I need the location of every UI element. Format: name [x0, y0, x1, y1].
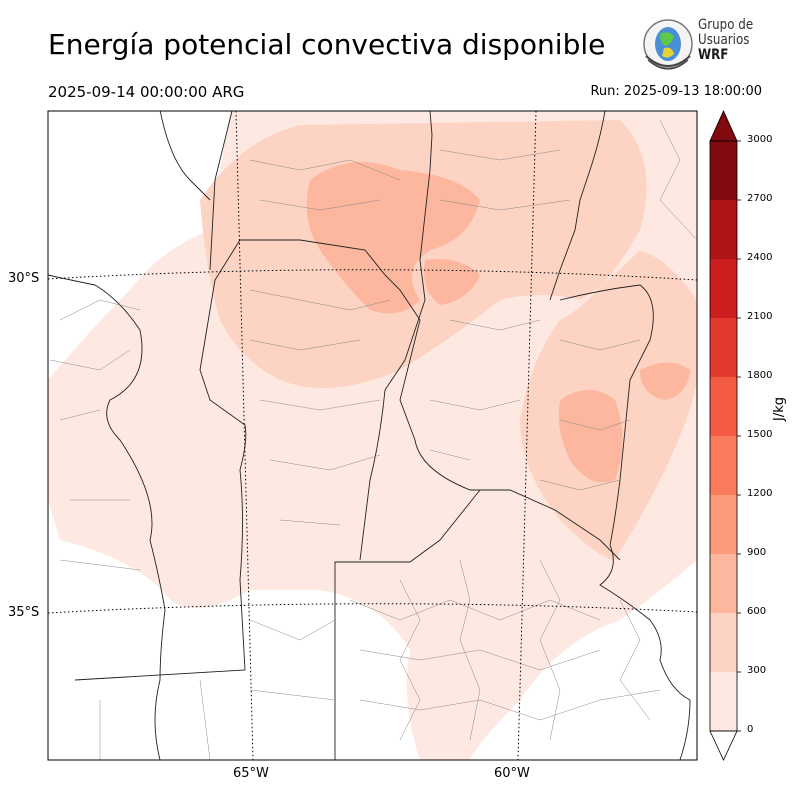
colorbar-segment [710, 141, 737, 200]
colorbar-tick-label: 900 [747, 547, 767, 558]
colorbar-segment [710, 318, 737, 377]
cape-level-600-900 [306, 162, 480, 314]
lon-label-65w: 65°W [233, 766, 269, 781]
colorbar-tick-label: 1800 [747, 370, 773, 381]
graticule [48, 111, 697, 760]
colorbar-extend-min [709, 730, 738, 761]
colorbar-unit: J/kg [772, 397, 787, 421]
colorbar-tick-label: 0 [747, 724, 754, 735]
colorbar-tick-label: 1500 [747, 429, 773, 440]
colorbar-segment [710, 259, 737, 318]
map-title: Energía potencial convectiva disponible [48, 28, 606, 61]
logo: Grupo de Usuarios WRF [638, 16, 768, 72]
cape-field [48, 111, 697, 760]
colorbar [709, 110, 741, 761]
province-borders [48, 111, 654, 760]
department-borders [49, 119, 697, 760]
colorbar-extend-max [709, 110, 738, 142]
lat-label-30s: 30°S [8, 271, 40, 286]
colorbar-tick-label: 300 [747, 665, 767, 676]
lat-label-35s: 35°S [8, 605, 40, 620]
colorbar-tick-label: 2100 [747, 311, 773, 322]
colorbar-tick-label: 2400 [747, 252, 773, 263]
colorbar-segment [710, 436, 737, 495]
run-time: Run: 2025-09-13 18:00:00 [590, 84, 762, 99]
globe-logo-icon [643, 19, 693, 70]
map-frame [47, 110, 698, 761]
colorbar-segment [710, 554, 737, 613]
colorbar-tick-label: 600 [747, 606, 767, 617]
colorbar-tick-label: 3000 [747, 134, 773, 145]
colorbar-segment [710, 672, 737, 731]
colorbar-segment [710, 377, 737, 436]
colorbar-tick-label: 1200 [747, 488, 773, 499]
colorbar-segment [710, 200, 737, 259]
colorbar-tick-label: 2700 [747, 193, 773, 204]
lon-label-60w: 60°W [494, 766, 530, 781]
valid-time: 2025-09-14 00:00:00 ARG [48, 83, 245, 101]
colorbar-segment [710, 495, 737, 554]
colorbar-segment [710, 613, 737, 672]
logo-text: Grupo de Usuarios WRF [698, 17, 754, 63]
